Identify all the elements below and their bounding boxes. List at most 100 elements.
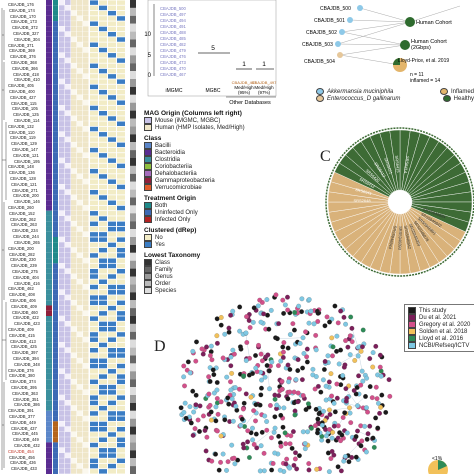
- heat-cell-clustered: [108, 395, 116, 400]
- network-node: [326, 469, 332, 474]
- network-node: [377, 352, 383, 358]
- heat-cell-class: [46, 289, 52, 295]
- heat-cell-clustered: [117, 237, 125, 242]
- heat-cell-clustered: [90, 121, 98, 126]
- panel-d-legend: This study Du et al. 2021 Gregory et al. 2…: [404, 304, 474, 352]
- heat-cell-origin: [83, 10, 89, 16]
- network-node: [241, 373, 247, 379]
- heat-cell-clustered: [99, 421, 107, 427]
- network-node: [214, 428, 220, 434]
- network-node: [375, 425, 381, 431]
- tax-cell: [130, 134, 136, 143]
- network-node: [329, 449, 335, 454]
- network-node: [258, 319, 264, 325]
- tax-cell: [130, 316, 136, 324]
- heat-cell-treatment: [53, 263, 58, 269]
- heat-cell-clustered: [90, 442, 98, 448]
- network-node: [232, 351, 237, 357]
- heat-cell-clustered: [99, 437, 107, 442]
- tree-tip-label: CBAJDB_146: [14, 199, 40, 205]
- heat-cell-origin: [65, 416, 71, 422]
- heat-cell-origin: [77, 458, 83, 464]
- network-node: [360, 344, 365, 350]
- network-node: [386, 377, 392, 383]
- network-node: [306, 297, 312, 302]
- network-node: [299, 309, 304, 315]
- network-node: [228, 363, 234, 369]
- heat-cell-clustered: [90, 111, 98, 116]
- heat-cell-clustered: [90, 416, 98, 421]
- legend-item: Both: [144, 202, 300, 209]
- heat-cell-clustered: [99, 200, 107, 205]
- radial-label-green: SRS6641: [355, 187, 374, 196]
- heat-cell-origin: [83, 294, 89, 300]
- network-node: [319, 422, 325, 428]
- legend-swatch: [144, 287, 152, 294]
- network-node: [218, 433, 224, 439]
- network-node: [344, 430, 350, 436]
- heat-cell-treatment: [53, 452, 58, 459]
- network-node: [322, 359, 328, 364]
- tree-tip-label: CBAJDB_128: [10, 176, 36, 182]
- heat-cell-origin: [83, 289, 89, 295]
- network-node: [300, 429, 306, 435]
- heat-cell-clustered: [99, 137, 107, 142]
- tree-tip-label: CBAJDB_366: [12, 65, 38, 71]
- heat-cell-origin: [59, 52, 65, 58]
- heat-cell-origin: [83, 405, 89, 411]
- heat-cell-origin: [77, 126, 83, 132]
- heat-cell-clustered: [90, 332, 98, 337]
- tax-cell: [130, 7, 136, 16]
- network-node: [321, 408, 326, 414]
- heat-cell-origin: [77, 21, 83, 27]
- heat-cell-treatment: [53, 173, 58, 180]
- heat-cell-origin: [65, 279, 71, 285]
- network-node: [225, 459, 231, 465]
- heat-cell-origin: [77, 68, 83, 74]
- heat-cell-clustered: [108, 226, 116, 232]
- network-node: [294, 466, 300, 472]
- network-node: [328, 371, 334, 377]
- heat-cell-origin: [59, 321, 65, 327]
- heat-cell-clustered: [117, 68, 125, 74]
- heat-cell-treatment: [53, 342, 58, 348]
- heat-cell-clustered: [99, 184, 107, 190]
- network-node: [241, 400, 247, 406]
- heat-cell-clustered: [99, 427, 107, 432]
- heat-cell-clustered: [117, 263, 125, 269]
- heat-cell-class: [46, 305, 52, 311]
- heat-cell-origin: [71, 242, 77, 248]
- heat-cell-clustered: [108, 453, 116, 458]
- heat-cell-treatment: [53, 421, 58, 427]
- network-edge: [357, 347, 363, 372]
- heat-cell-origin: [71, 458, 77, 464]
- heat-cell-clustered: [108, 195, 116, 200]
- heat-cell-clustered: [99, 37, 107, 42]
- network-node: [327, 427, 332, 432]
- tree-tip-label: CBAJDB_170: [10, 13, 36, 19]
- heat-cell-clustered: [117, 242, 125, 248]
- heat-cell-clustered: [90, 437, 98, 442]
- heat-cell-clustered: [99, 290, 107, 295]
- heat-cell-clustered: [90, 316, 98, 321]
- tax-cell: [130, 292, 136, 301]
- network-node: [208, 343, 214, 349]
- network-node: [201, 413, 206, 419]
- network-node: [297, 453, 302, 459]
- tree-tip-label: CBAJDB_176: [8, 2, 34, 7]
- heat-cell-clustered: [117, 37, 125, 42]
- legend-swatch: [408, 321, 416, 328]
- panel-b: 10 5 0 CBAJDB_500 CBAJDB_497 CBAJDB_494 CBA…: [140, 0, 278, 108]
- heat-cell-origin: [71, 200, 77, 206]
- heat-cell-treatment: [53, 363, 58, 369]
- tree-tip-label: CBAJDB_115: [11, 100, 37, 106]
- network-node: [199, 346, 205, 352]
- network-node: [347, 333, 353, 339]
- network-node: [290, 429, 296, 434]
- heat-cell-origin: [59, 168, 65, 174]
- heat-cell-clustered: [117, 184, 125, 190]
- heat-cell-class: [46, 31, 52, 37]
- heat-cell-origin: [83, 321, 89, 327]
- heat-cell-clustered: [90, 5, 98, 11]
- network-node: [213, 404, 219, 410]
